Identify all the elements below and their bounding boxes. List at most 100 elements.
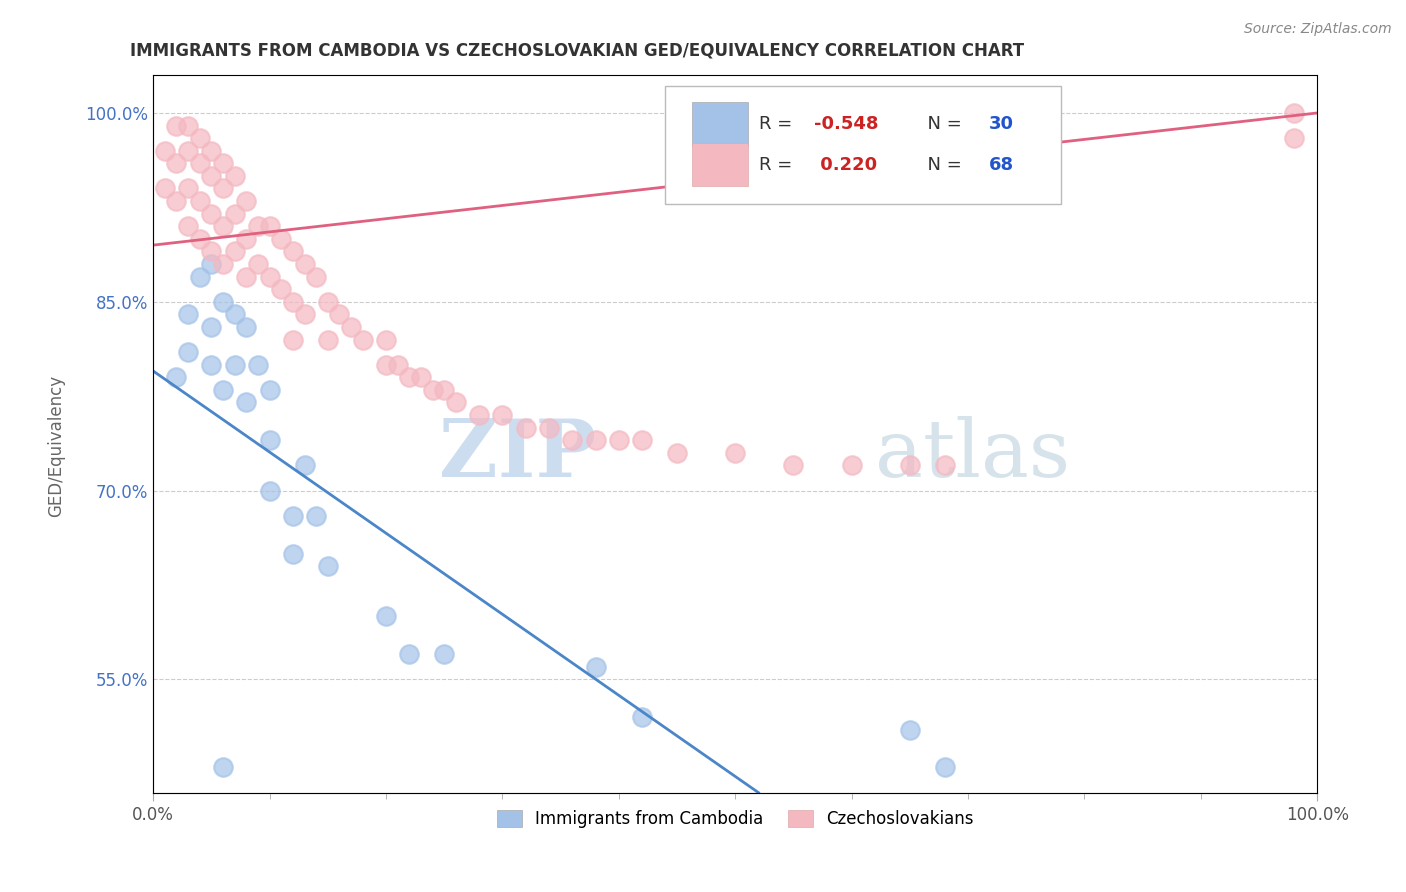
Point xyxy=(259,434,281,448)
Point xyxy=(153,144,176,158)
Text: 0.220: 0.220 xyxy=(814,156,877,174)
Point xyxy=(270,282,292,296)
Point xyxy=(188,194,211,208)
Point xyxy=(375,358,398,372)
Point xyxy=(1282,131,1305,145)
Point xyxy=(433,647,456,661)
Point xyxy=(235,232,257,246)
Point xyxy=(259,269,281,284)
Point xyxy=(398,647,420,661)
Point xyxy=(259,219,281,234)
Point xyxy=(409,370,432,384)
Point xyxy=(666,446,689,460)
Point xyxy=(259,483,281,498)
Point xyxy=(212,294,235,309)
Bar xyxy=(692,103,748,145)
Point xyxy=(246,257,269,271)
Point xyxy=(212,257,235,271)
Point xyxy=(444,395,467,409)
Legend: Immigrants from Cambodia, Czechoslovakians: Immigrants from Cambodia, Czechoslovakia… xyxy=(489,803,980,835)
Point xyxy=(224,169,246,183)
Point xyxy=(281,294,304,309)
Point xyxy=(316,294,339,309)
Text: ZIP: ZIP xyxy=(439,417,596,494)
Bar xyxy=(692,144,748,186)
Point xyxy=(212,156,235,170)
Point xyxy=(200,320,222,334)
Point xyxy=(398,370,420,384)
Point xyxy=(165,370,187,384)
Text: R =: R = xyxy=(758,115,797,133)
Point xyxy=(934,760,956,774)
Point xyxy=(340,320,363,334)
Text: N =: N = xyxy=(915,115,967,133)
Point xyxy=(188,232,211,246)
Point xyxy=(200,358,222,372)
Point xyxy=(188,131,211,145)
Point xyxy=(246,219,269,234)
Point xyxy=(433,383,456,397)
Point xyxy=(491,408,513,422)
Point xyxy=(188,156,211,170)
Point xyxy=(294,257,316,271)
Text: -0.548: -0.548 xyxy=(814,115,879,133)
Point xyxy=(1282,106,1305,120)
Point xyxy=(934,458,956,473)
Point xyxy=(200,207,222,221)
Point xyxy=(224,207,246,221)
Point xyxy=(165,156,187,170)
Point xyxy=(281,333,304,347)
Point xyxy=(177,181,200,195)
Point xyxy=(281,508,304,523)
Point xyxy=(537,420,560,434)
Point xyxy=(235,269,257,284)
Point xyxy=(724,446,747,460)
Point xyxy=(631,434,654,448)
Point xyxy=(259,383,281,397)
Point xyxy=(281,547,304,561)
Point xyxy=(212,760,235,774)
Point xyxy=(898,458,921,473)
Point xyxy=(224,358,246,372)
Point xyxy=(294,307,316,321)
Point xyxy=(631,710,654,724)
Point xyxy=(841,458,863,473)
Point xyxy=(515,420,537,434)
Point xyxy=(387,358,409,372)
Point xyxy=(270,232,292,246)
Point xyxy=(246,358,269,372)
Point xyxy=(281,244,304,259)
Point xyxy=(212,219,235,234)
Text: Source: ZipAtlas.com: Source: ZipAtlas.com xyxy=(1244,22,1392,37)
Point xyxy=(188,269,211,284)
Point xyxy=(235,395,257,409)
Text: 30: 30 xyxy=(988,115,1014,133)
Point xyxy=(782,458,804,473)
Point xyxy=(352,333,374,347)
Point xyxy=(212,181,235,195)
FancyBboxPatch shape xyxy=(665,86,1062,204)
Point xyxy=(375,609,398,624)
Text: 68: 68 xyxy=(988,156,1014,174)
Point xyxy=(585,434,607,448)
Point xyxy=(224,244,246,259)
Point xyxy=(212,383,235,397)
Point xyxy=(165,194,187,208)
Point xyxy=(235,320,257,334)
Point xyxy=(898,723,921,737)
Text: IMMIGRANTS FROM CAMBODIA VS CZECHOSLOVAKIAN GED/EQUIVALENCY CORRELATION CHART: IMMIGRANTS FROM CAMBODIA VS CZECHOSLOVAK… xyxy=(129,42,1024,60)
Point xyxy=(422,383,444,397)
Point xyxy=(305,508,328,523)
Point xyxy=(316,333,339,347)
Text: atlas: atlas xyxy=(875,417,1070,494)
Point xyxy=(177,345,200,359)
Point xyxy=(316,559,339,574)
Point xyxy=(294,458,316,473)
Point xyxy=(224,307,246,321)
Point xyxy=(177,307,200,321)
Point xyxy=(153,181,176,195)
Point xyxy=(200,257,222,271)
Point xyxy=(177,119,200,133)
Point xyxy=(607,434,630,448)
Point xyxy=(235,194,257,208)
